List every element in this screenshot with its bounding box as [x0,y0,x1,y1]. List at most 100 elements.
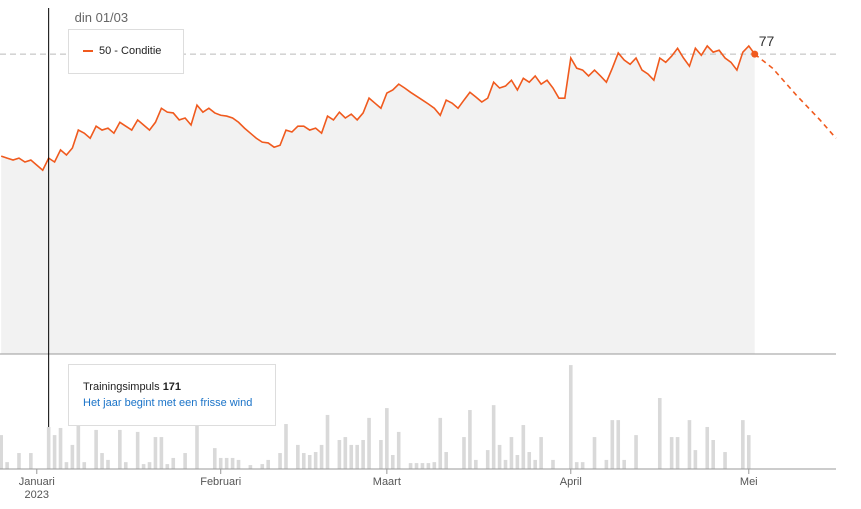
bar [474,459,478,469]
bar [675,437,680,469]
bar [218,457,223,469]
bar [468,410,472,469]
tooltip-message[interactable]: Het jaar begint met een frisse wind [83,397,253,409]
bar [153,437,158,469]
legend-separator: - [111,45,122,57]
tooltip-heading: Trainingsimpuls 171 [83,381,181,393]
bar [687,420,692,469]
bar [705,426,710,469]
bar [118,429,122,469]
bar [361,440,365,469]
bar [0,435,3,469]
bar [610,420,615,469]
bar [230,457,235,469]
bar [385,408,389,469]
area [1,45,755,354]
bar [503,459,508,469]
bar [135,431,140,469]
bar [574,462,579,469]
bar [82,462,87,469]
bar [171,457,176,469]
bar [58,427,63,469]
bar [533,459,537,469]
x-tick-label: Februari [200,476,241,488]
bar [568,365,573,469]
bar [390,454,395,469]
x-tick-label: April [560,476,582,488]
bar [396,431,401,469]
bar [515,454,520,469]
bar [266,459,270,469]
bar [379,440,383,469]
bar [284,424,288,469]
bar [260,464,265,469]
bar [491,405,496,469]
bar [509,437,514,469]
bar [420,463,425,469]
bar [462,437,466,469]
bar [76,425,81,469]
bar [432,462,437,469]
bar [592,437,597,469]
bar [141,464,146,469]
bar [313,452,318,469]
bar [426,463,431,469]
bar [622,459,626,469]
bar [438,417,443,469]
bar [497,444,502,469]
bar [29,453,33,469]
bar [741,420,745,469]
legend-value: 50 [99,45,112,57]
bar [64,462,69,469]
bar [301,453,306,469]
bar [46,426,51,469]
bar [580,462,585,469]
bar [307,454,312,469]
legend-entry: 50 - Conditie [83,45,161,57]
bar [444,452,448,469]
legend: 50 - Conditie [68,29,184,74]
bar [94,429,98,469]
cursor-label: din 01/03 [75,10,129,25]
end-point [751,50,759,58]
bar [147,462,152,469]
x-year-label: 2023 [25,489,49,501]
bar [693,450,698,469]
bar [604,459,609,469]
bar [349,444,354,469]
bar [485,450,490,469]
bar [367,417,371,469]
end-label: 77 [759,33,775,49]
bar [337,440,342,469]
bar [5,462,9,469]
bar [408,463,413,469]
bar [278,453,282,469]
bar [711,440,715,469]
bar [319,444,324,469]
bar [195,425,199,469]
bar [17,453,21,469]
bar [159,437,164,469]
bar [551,459,555,469]
bar [343,437,348,469]
tooltip-value: 171 [162,381,182,393]
bar [414,463,419,469]
bar [355,444,359,469]
bar [183,453,187,469]
bar [165,464,170,469]
bar [616,420,621,469]
bar [657,397,662,469]
projection-line [754,53,837,139]
bar [52,435,57,469]
bar [527,452,532,469]
bar [248,465,253,469]
bar [669,437,674,469]
bar [224,457,229,469]
bar [634,435,638,469]
bar [236,459,241,469]
tooltip: Trainingsimpuls 171 Het jaar begint met … [68,364,276,426]
bar [521,425,526,469]
bar [296,444,300,469]
